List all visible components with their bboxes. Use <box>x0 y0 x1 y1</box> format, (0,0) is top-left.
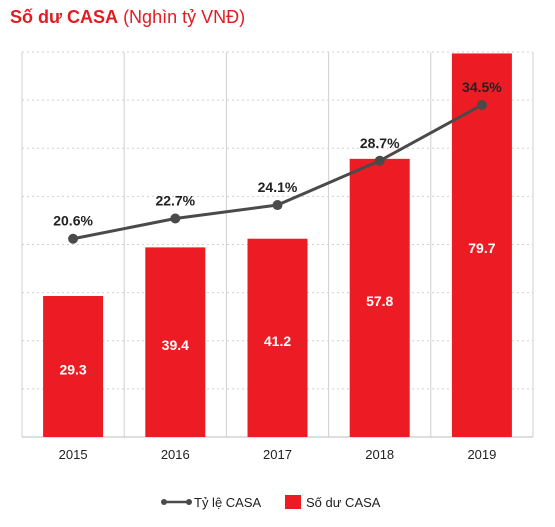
chart-title-main: Số dư CASA <box>10 7 119 27</box>
x-axis-ticks: 2015 2016 2017 2018 2019 <box>59 447 497 462</box>
bar-value-label: 79.7 <box>468 240 495 256</box>
line-value-label: 20.6% <box>53 213 93 229</box>
legend-bar-swatch <box>285 495 301 509</box>
legend: Tỷ lệ CASA Số dư CASA <box>161 495 381 510</box>
line-value-label: 24.1% <box>258 179 298 195</box>
line-point-2019 <box>476 99 487 110</box>
x-tick-label: 2016 <box>161 447 190 462</box>
bar-value-label: 39.4 <box>162 337 189 353</box>
x-tick-label: 2015 <box>59 447 88 462</box>
bar-2016 <box>145 247 206 437</box>
legend-bar-label: Số dư CASA <box>306 495 381 510</box>
bar-2017 <box>247 238 308 437</box>
bar-2018 <box>349 158 410 437</box>
line-value-label: 28.7% <box>360 135 400 151</box>
x-tick-label: 2018 <box>365 447 394 462</box>
bar-value-label: 29.3 <box>59 361 86 377</box>
bar-series: 29.3 39.4 41.2 57.8 79.7 <box>43 53 512 437</box>
x-tick-label: 2019 <box>467 447 496 462</box>
line-value-label: 22.7% <box>155 193 195 209</box>
legend-line-marker <box>186 499 192 505</box>
bar-value-label: 41.2 <box>264 333 291 349</box>
line-value-label: 34.5% <box>462 79 502 95</box>
chart-title: Số dư CASA (Nghìn tỷ VNĐ) <box>10 7 245 28</box>
x-tick-label: 2017 <box>263 447 292 462</box>
legend-line-label: Tỷ lệ CASA <box>194 495 262 510</box>
line-point-2016 <box>170 213 181 224</box>
bar-2015 <box>43 295 104 437</box>
line-point-2017 <box>272 200 283 211</box>
line-point-2015 <box>68 233 79 244</box>
line-series: 20.6% 22.7% 24.1% 28.7% 34.5% <box>53 79 502 244</box>
line-point-2018 <box>374 155 385 166</box>
bar-value-label: 57.8 <box>366 293 393 309</box>
chart-title-unit: (Nghìn tỷ VNĐ) <box>123 7 246 27</box>
casa-ratio-line <box>72 103 483 241</box>
legend-line-marker <box>161 499 167 505</box>
